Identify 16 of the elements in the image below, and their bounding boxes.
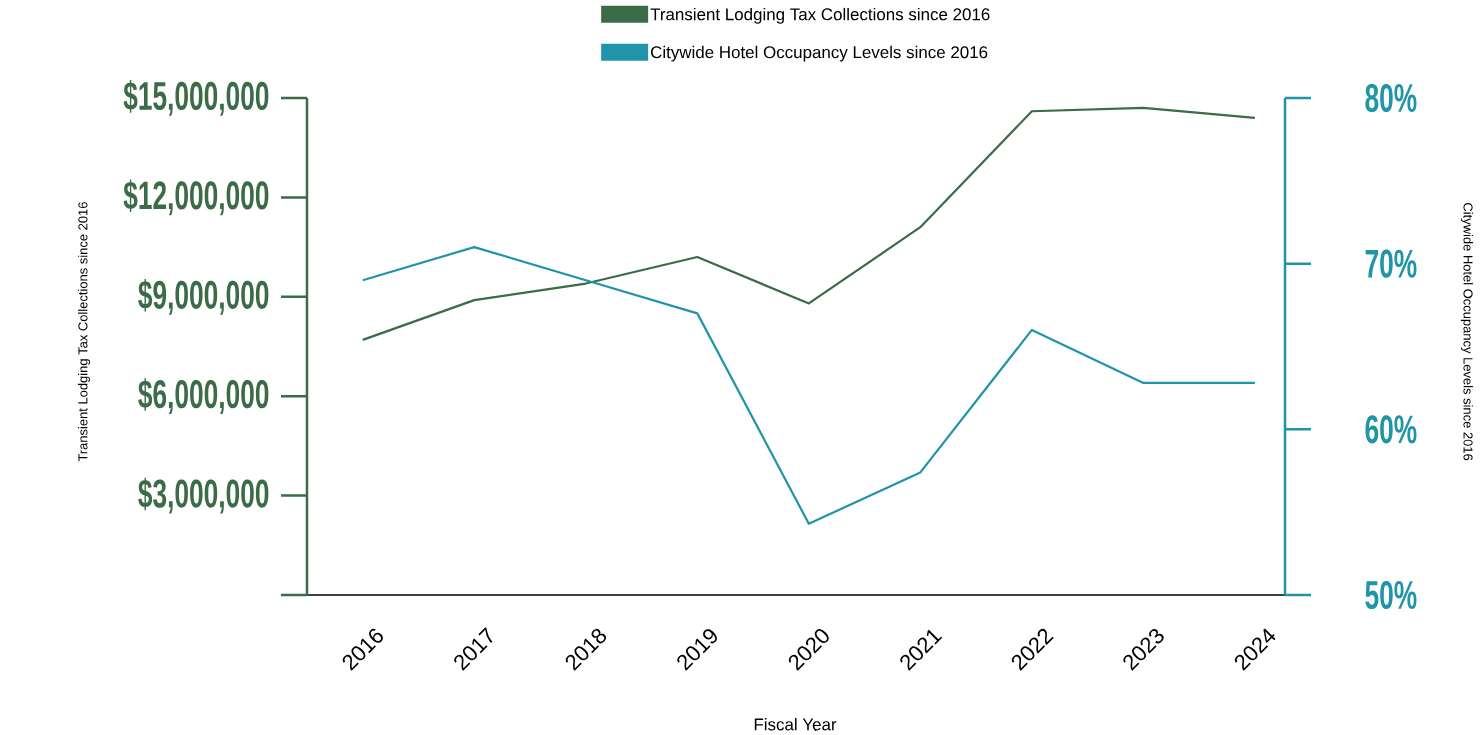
y-tick-label: $12,000,000 — [123, 179, 269, 216]
y2-tick-label: 50% — [1365, 580, 1417, 610]
y-tick-label: $9,000,000 — [138, 278, 269, 315]
y-axis-title: Transient Lodging Tax Collections since 2016 — [77, 202, 91, 462]
y2-tick-label: 80% — [1365, 83, 1417, 113]
y-tick-label: $3,000,000 — [138, 477, 269, 514]
legend-label: Transient Lodging Tax Collections since 2016 — [650, 7, 990, 24]
y-tick-label: $6,000,000 — [138, 378, 269, 415]
x-axis-title: Fiscal Year — [754, 718, 837, 731]
y2-tick-label: 70% — [1365, 249, 1417, 278]
y2-axis-title: Citywide Hotel Occupancy Levels since 2016 — [1460, 203, 1473, 461]
y-tick-label: $15,000,000 — [123, 80, 269, 116]
legend-label: Citywide Hotel Occupancy Levels since 2016 — [651, 45, 988, 62]
line-series — [361, 106, 1256, 341]
line-series — [361, 245, 1256, 525]
y2-tick-label: 60% — [1365, 415, 1417, 444]
